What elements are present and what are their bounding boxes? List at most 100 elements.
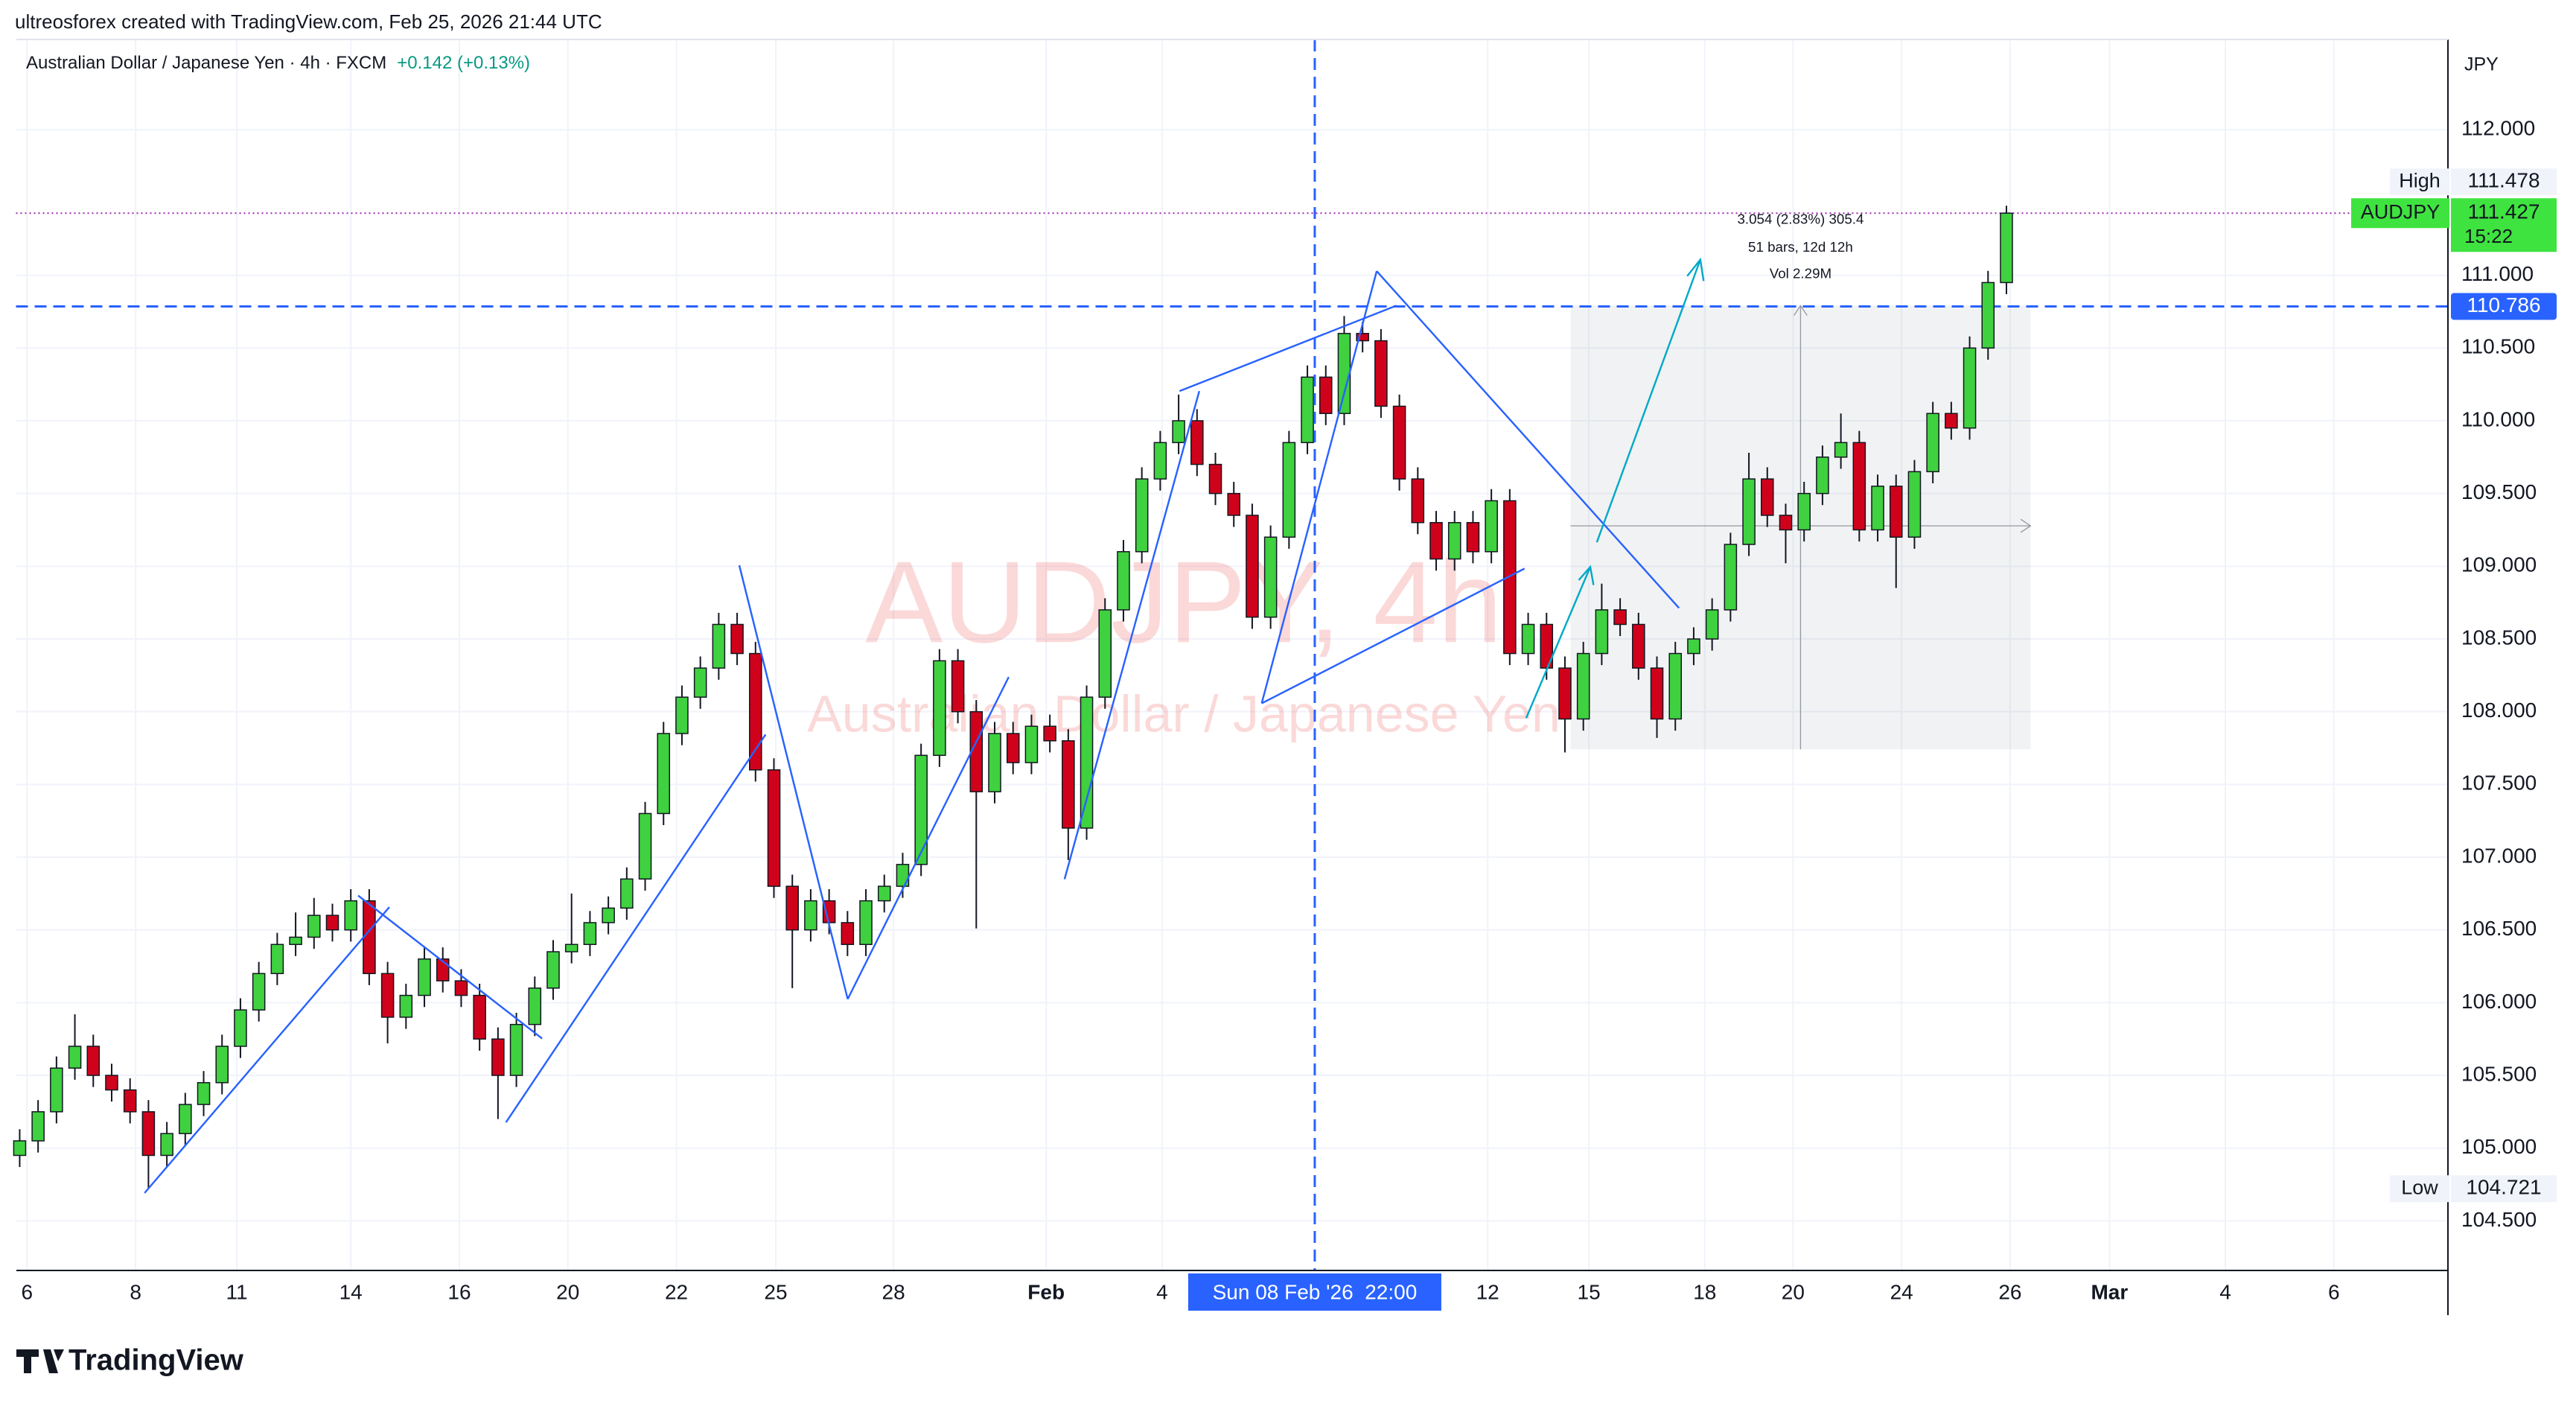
candle-body — [1447, 521, 1461, 560]
candle-body — [675, 696, 689, 734]
price-badge — [2451, 1175, 2557, 1203]
candle-body — [1668, 652, 1683, 720]
symbol-description: Australian Dollar / Japanese Yen · 4h · … — [26, 53, 386, 73]
price-badge-label: 110.786 — [2467, 293, 2540, 316]
logo-icon — [16, 1349, 64, 1373]
legend: Australian Dollar / Japanese Yen · 4h · … — [26, 53, 530, 73]
symbol-badge-label: AUDJPY — [2361, 200, 2440, 223]
candle-body — [988, 733, 1001, 792]
axes: 104.500 105.000 105.500 106.000 106.500 107.0… — [22, 117, 2537, 1311]
trend-line — [144, 906, 390, 1194]
price-badge — [2451, 198, 2557, 252]
candle-body — [749, 652, 762, 771]
candle-body — [1871, 486, 1884, 531]
watermark-symbol: AUDJPY, 4h — [865, 538, 1502, 667]
trend-line — [357, 894, 543, 1040]
y-tick-label: 106.000 — [2461, 990, 2537, 1013]
candle-body — [473, 994, 486, 1040]
y-tick-label: 107.500 — [2461, 772, 2537, 795]
candle-body — [270, 944, 284, 975]
candle-body — [1263, 536, 1278, 618]
x-tick-label: Feb — [1027, 1280, 1065, 1303]
candle-body — [307, 914, 321, 938]
x-tick-label: 11 — [226, 1280, 247, 1303]
trend-line — [738, 564, 849, 999]
y-tick-label: 110.500 — [2461, 335, 2535, 358]
candle-body — [1080, 696, 1094, 829]
price-badge-label: 104.721 — [2466, 1176, 2541, 1199]
candle-body — [1117, 551, 1130, 611]
candle-body — [13, 1140, 27, 1157]
x-tick-label: 6 — [2328, 1280, 2340, 1303]
candle-body — [804, 900, 817, 931]
x-tick-label: 16 — [447, 1280, 471, 1303]
x-tick-label: 25 — [764, 1280, 787, 1303]
price-badge — [2451, 168, 2557, 196]
candle-body — [564, 944, 578, 952]
candle-body — [1006, 733, 1020, 763]
price-change: +0.142 (+0.13%) — [397, 53, 530, 73]
price-badge — [2451, 293, 2557, 320]
x-tick-label: Mar — [2091, 1280, 2128, 1303]
candle-body — [1208, 463, 1222, 494]
candle-body — [123, 1089, 137, 1113]
candle-body — [1172, 420, 1185, 444]
candle-body — [50, 1067, 63, 1113]
y-tick-label: 112.000 — [2461, 117, 2535, 140]
candle-body — [1687, 638, 1700, 655]
candle-body — [1632, 623, 1645, 669]
candle-body — [1945, 413, 1958, 429]
measure-text: 3.054 (2.83%) 305.4 — [1737, 211, 1864, 227]
candle-body — [951, 660, 965, 713]
candle-body — [693, 667, 707, 698]
trend-line — [1376, 270, 1680, 609]
trend-line — [1063, 390, 1200, 879]
candle-body — [1429, 521, 1443, 560]
trend-line — [1179, 305, 1397, 392]
candle-body — [1926, 413, 1939, 473]
candle-body — [528, 987, 542, 1025]
price-badge-label: 111.478 — [2467, 169, 2540, 192]
y-tick-label: 107.000 — [2461, 844, 2537, 867]
candle-body — [1613, 609, 1627, 626]
candle-body — [1392, 405, 1406, 480]
candle-body — [1852, 442, 1866, 531]
countdown-label: 15:22 — [2464, 225, 2513, 247]
level-lines — [16, 212, 2448, 308]
candle-body — [1227, 492, 1241, 516]
candle-body — [1485, 500, 1498, 553]
crosshair-time-badge — [1187, 1273, 1441, 1311]
candle-body — [620, 878, 634, 909]
x-tick-label: 4 — [2219, 1280, 2231, 1303]
candle-body — [1834, 442, 1848, 458]
candle-body — [1374, 340, 1388, 407]
candle-body — [325, 914, 339, 931]
level-name-badge — [2390, 1175, 2449, 1203]
candle-body — [31, 1111, 45, 1142]
candle-body — [1246, 515, 1259, 618]
arrow-line — [1595, 259, 1701, 543]
candle-body — [1356, 333, 1369, 342]
candle-body — [877, 885, 891, 902]
x-tick-label: 6 — [22, 1280, 34, 1303]
candle-body — [1135, 478, 1149, 553]
candle-body — [841, 922, 855, 945]
candle-body — [767, 769, 781, 887]
candle-body — [252, 973, 266, 1011]
currency-label: JPY — [2464, 54, 2499, 75]
candle-body — [344, 900, 357, 931]
candle-body — [1558, 667, 1572, 720]
x-tick-label: 20 — [556, 1280, 579, 1303]
candle-body — [1779, 515, 1793, 531]
candle-body — [160, 1133, 173, 1157]
arrowhead — [1578, 564, 1595, 585]
x-tick-label: 20 — [1782, 1280, 1805, 1303]
candle-body — [638, 812, 652, 880]
candle-body — [1301, 376, 1314, 444]
level-name-badge — [2390, 168, 2449, 196]
candle-body — [1521, 623, 1535, 655]
level-name-label: Low — [2401, 1176, 2438, 1198]
candle-body — [1816, 457, 1829, 494]
candle-body — [1411, 478, 1425, 524]
